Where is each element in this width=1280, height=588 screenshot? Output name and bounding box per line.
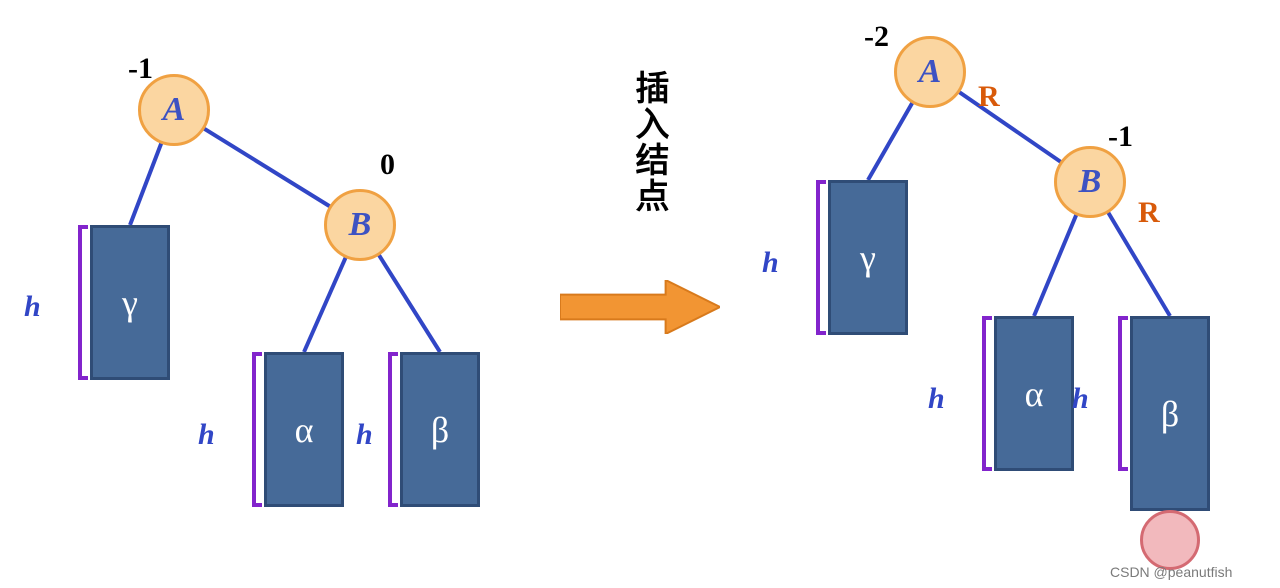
subtree-right-alpha: α bbox=[994, 316, 1074, 471]
node-left-B: B bbox=[324, 189, 396, 261]
height-bracket bbox=[1118, 316, 1128, 471]
height-bracket bbox=[252, 352, 262, 507]
node-right-A: A bbox=[894, 36, 966, 108]
height-bracket bbox=[78, 225, 88, 380]
balance-left-B: 0 bbox=[380, 148, 395, 182]
balance-right-A: -2 bbox=[864, 20, 889, 54]
r-label-right-B: R bbox=[1138, 196, 1160, 230]
vertical-label: 插入结点 bbox=[624, 70, 673, 214]
height-bracket bbox=[388, 352, 398, 507]
subtree-left-alpha: α bbox=[264, 352, 344, 507]
height-label: h bbox=[356, 418, 373, 452]
height-bracket bbox=[816, 180, 826, 335]
diagram-canvas: γαβA-1B0hhhγαβA-2RB-1Rhhh插入结点CSDN @peanu… bbox=[0, 0, 1280, 588]
height-label: h bbox=[24, 290, 41, 324]
subtree-right-gamma: γ bbox=[828, 180, 908, 335]
height-label: h bbox=[762, 246, 779, 280]
height-label: h bbox=[928, 382, 945, 416]
inserted-node bbox=[1140, 510, 1200, 570]
arrow-icon bbox=[560, 280, 720, 334]
subtree-left-gamma: γ bbox=[90, 225, 170, 380]
height-label: h bbox=[1072, 382, 1089, 416]
balance-left-A: -1 bbox=[128, 52, 153, 86]
r-label-right-A: R bbox=[978, 80, 1000, 114]
subtree-left-beta: β bbox=[400, 352, 480, 507]
subtree-right-beta: β bbox=[1130, 316, 1210, 511]
height-label: h bbox=[198, 418, 215, 452]
height-bracket bbox=[982, 316, 992, 471]
balance-right-B: -1 bbox=[1108, 120, 1133, 154]
watermark: CSDN @peanutfish bbox=[1110, 564, 1232, 580]
node-right-B: B bbox=[1054, 146, 1126, 218]
